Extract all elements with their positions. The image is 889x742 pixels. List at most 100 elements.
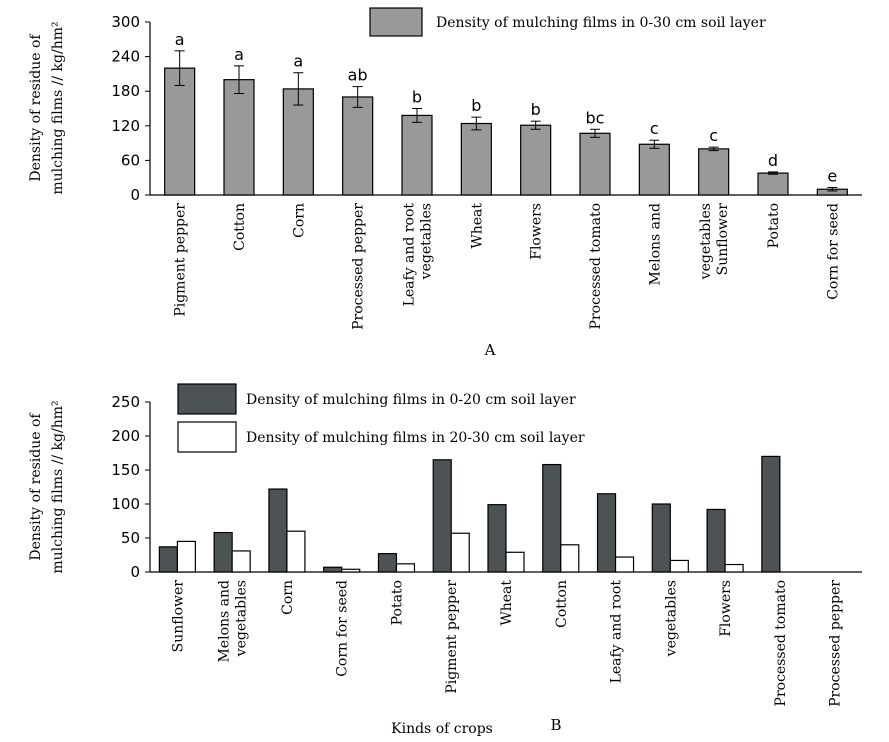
significance-letter: bc xyxy=(586,108,605,127)
category-label-b: Pigment pepper xyxy=(444,580,460,694)
bar-b-0-20cm xyxy=(542,463,562,573)
significance-letter: c xyxy=(709,126,718,145)
bar-b-0-20cm xyxy=(432,459,452,573)
significance-letter: a xyxy=(293,52,303,71)
bar-a xyxy=(401,114,433,196)
legend-swatch-b-0-20cm xyxy=(177,383,237,415)
bar-a xyxy=(520,124,552,196)
category-label-b: Cotton xyxy=(554,580,570,628)
significance-letter: e xyxy=(827,167,837,186)
bar-b-20-30cm xyxy=(341,568,361,573)
bar-a xyxy=(460,122,492,196)
category-label-b: Processed pepper xyxy=(828,580,844,707)
bar-a xyxy=(282,88,314,196)
y-axis-label-a: Density of residue of xyxy=(28,33,44,182)
category-label-b: Processed tomato xyxy=(773,580,789,706)
y-tick-label-b: 100 xyxy=(111,495,140,513)
bar-a xyxy=(164,67,196,196)
bar-b-20-30cm xyxy=(395,563,416,573)
category-label-b: Potato xyxy=(389,580,405,625)
category-label-a: Processed pepper xyxy=(351,203,367,330)
bar-b-0-20cm xyxy=(596,493,617,573)
category-label-a: Wheat xyxy=(469,203,485,249)
bar-b-20-30cm xyxy=(176,540,196,573)
bar-b-20-30cm xyxy=(724,563,744,573)
significance-letter: a xyxy=(175,30,185,49)
chart-a: 0 60 120 180 240 300 Density of residue of mulc… xyxy=(28,7,862,359)
category-label-b: Leafy and root xyxy=(609,580,625,684)
bar-b-0-20cm xyxy=(651,503,671,573)
significance-letter: d xyxy=(768,151,778,170)
significance-letter: b xyxy=(471,96,481,115)
category-label-a: Sunflower xyxy=(715,203,731,276)
category-label-b: Sunflower xyxy=(170,580,186,653)
bar-b-20-30cm xyxy=(286,530,306,573)
legend-label-b-0-20cm: Density of mulching films in 0-20 cm soi… xyxy=(246,392,576,408)
y-tick-label-b: 50 xyxy=(121,529,140,547)
legend-label-b-20-30cm: Density of mulching films in 20-30 cm so… xyxy=(246,430,585,446)
category-label-a: Flowers xyxy=(529,203,545,260)
category-label-a: Pigment pepper xyxy=(173,203,189,317)
bar-b-0-20cm xyxy=(487,504,507,573)
y-tick-label-a: 60 xyxy=(121,151,140,169)
category-label-a: Corn for seed xyxy=(825,203,841,300)
bar-b-20-30cm xyxy=(505,551,525,573)
bar-b-0-20cm xyxy=(761,455,781,573)
bar-a xyxy=(223,79,255,196)
significance-letter: b xyxy=(412,88,422,107)
bar-b-0-20cm xyxy=(706,508,726,573)
panel-label-b: B xyxy=(550,716,561,734)
y-tick-label-a: 120 xyxy=(111,117,140,135)
category-label-a: Potato xyxy=(766,203,782,248)
category-label-b: Flowers xyxy=(718,580,734,637)
significance-letter: c xyxy=(650,119,659,138)
category-label-a: vegetables xyxy=(698,203,714,280)
bar-b-20-30cm xyxy=(614,556,635,573)
y-axis-label-b: Density of residue of xyxy=(28,412,44,561)
y-axis-label-b: mulching films // kg/hm² xyxy=(50,400,66,573)
category-label-b: vegetables xyxy=(234,580,250,657)
bar-b-0-20cm xyxy=(158,546,178,573)
bar-a xyxy=(342,96,374,196)
panel-label-a: A xyxy=(484,341,496,359)
significance-letter: b xyxy=(531,100,541,119)
bar-a xyxy=(579,132,611,196)
y-tick-label-a: 240 xyxy=(111,48,140,66)
category-label-b: Melons and xyxy=(217,580,233,663)
y-tick-label-b: 0 xyxy=(130,563,140,581)
bar-b-0-20cm xyxy=(213,531,233,573)
x-axis-label-b: Kinds of crops xyxy=(391,721,493,737)
significance-letter: ab xyxy=(348,66,368,85)
category-label-b: Corn for seed xyxy=(335,580,351,677)
y-tick-label-b: 150 xyxy=(111,461,140,479)
significance-letter: a xyxy=(234,45,244,64)
bar-a xyxy=(757,172,789,196)
y-tick-label-a: 300 xyxy=(111,13,140,31)
y-tick-label-b: 250 xyxy=(111,393,140,411)
bar-b-0-20cm xyxy=(323,566,343,573)
bar-a xyxy=(638,143,670,196)
bar-b-20-30cm xyxy=(450,532,470,573)
category-label-a: Melons and xyxy=(647,203,663,286)
category-label-b: Wheat xyxy=(499,580,515,626)
category-label-b: vegetables xyxy=(663,580,679,657)
chart-b: 0 50 100 150 200 250 Density of residue of mulc… xyxy=(28,383,862,737)
category-label-a: Cotton xyxy=(232,203,248,251)
legend-label-a: Density of mulching films in 0-30 cm soi… xyxy=(436,15,766,31)
y-tick-label-a: 0 xyxy=(130,186,140,204)
legend-swatch-a xyxy=(369,7,423,37)
legend-swatch-b-20-30cm xyxy=(177,421,237,453)
category-label-a: Leafy and root xyxy=(402,203,418,307)
bar-b-20-30cm xyxy=(560,544,580,573)
bar-a xyxy=(698,148,730,196)
category-label-a: vegetables xyxy=(419,203,435,280)
bar-b-20-30cm xyxy=(669,559,689,573)
category-label-b: Corn xyxy=(280,580,296,615)
y-axis-label-a: mulching films // kg/hm² xyxy=(50,21,66,194)
category-label-a: Corn xyxy=(291,203,307,238)
bar-b-20-30cm xyxy=(231,550,251,573)
y-tick-label-a: 180 xyxy=(111,82,140,100)
bar-b-0-20cm xyxy=(268,488,288,573)
category-label-a: Processed tomato xyxy=(588,203,604,329)
